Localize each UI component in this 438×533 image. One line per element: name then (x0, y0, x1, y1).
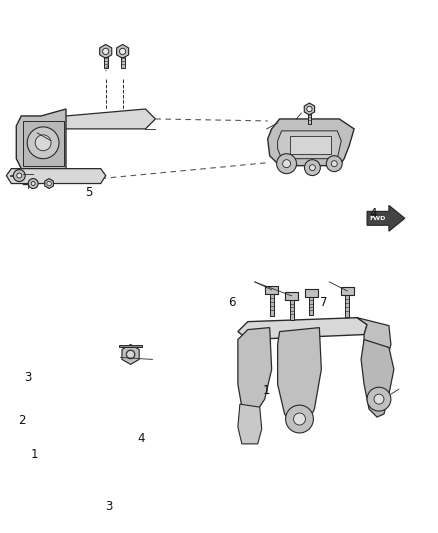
Bar (308, 114, 311, 124)
Circle shape (126, 350, 135, 359)
Text: 1: 1 (263, 384, 271, 398)
Polygon shape (238, 404, 262, 444)
Bar (341, 287, 353, 295)
Polygon shape (16, 109, 66, 173)
Polygon shape (23, 121, 64, 166)
Circle shape (331, 160, 337, 167)
Bar (345, 295, 349, 317)
Polygon shape (304, 103, 314, 115)
Polygon shape (361, 340, 394, 417)
Polygon shape (238, 318, 367, 340)
Circle shape (35, 135, 51, 151)
Bar (305, 289, 318, 297)
Circle shape (120, 49, 126, 54)
Bar (265, 286, 278, 294)
Circle shape (309, 165, 315, 171)
Circle shape (293, 413, 305, 425)
Circle shape (367, 387, 391, 411)
Circle shape (102, 49, 109, 54)
Bar (104, 57, 108, 68)
Polygon shape (122, 344, 139, 365)
Text: 5: 5 (85, 186, 92, 199)
Circle shape (277, 154, 297, 174)
Polygon shape (7, 168, 106, 183)
Text: FWD: FWD (370, 216, 386, 221)
Circle shape (27, 127, 59, 159)
Circle shape (127, 351, 134, 358)
Polygon shape (45, 179, 53, 189)
Polygon shape (100, 44, 112, 58)
Circle shape (374, 394, 384, 404)
Circle shape (28, 179, 38, 189)
Circle shape (304, 160, 320, 175)
Text: 6: 6 (228, 296, 236, 309)
Text: 4: 4 (137, 432, 145, 445)
Text: 3: 3 (24, 371, 31, 384)
Polygon shape (56, 109, 155, 129)
Polygon shape (238, 328, 272, 414)
Polygon shape (268, 119, 354, 166)
Text: 2: 2 (18, 414, 26, 426)
Circle shape (283, 160, 290, 168)
Bar (290, 136, 331, 154)
Polygon shape (278, 131, 341, 159)
Bar (309, 297, 314, 314)
Circle shape (307, 106, 312, 112)
Circle shape (31, 182, 35, 185)
Text: 3: 3 (106, 500, 113, 513)
Text: 1: 1 (30, 448, 38, 461)
Bar (285, 292, 298, 300)
Bar (290, 300, 293, 320)
Polygon shape (117, 44, 129, 58)
Polygon shape (367, 205, 405, 231)
Circle shape (47, 181, 51, 186)
Circle shape (326, 156, 342, 172)
Polygon shape (119, 344, 142, 348)
Circle shape (286, 405, 314, 433)
Polygon shape (278, 328, 321, 429)
Text: 7: 7 (320, 296, 327, 309)
Polygon shape (357, 318, 391, 367)
Circle shape (13, 169, 25, 182)
Bar (120, 57, 124, 68)
Bar (270, 294, 274, 316)
Text: 4: 4 (370, 207, 377, 220)
Circle shape (17, 173, 22, 178)
